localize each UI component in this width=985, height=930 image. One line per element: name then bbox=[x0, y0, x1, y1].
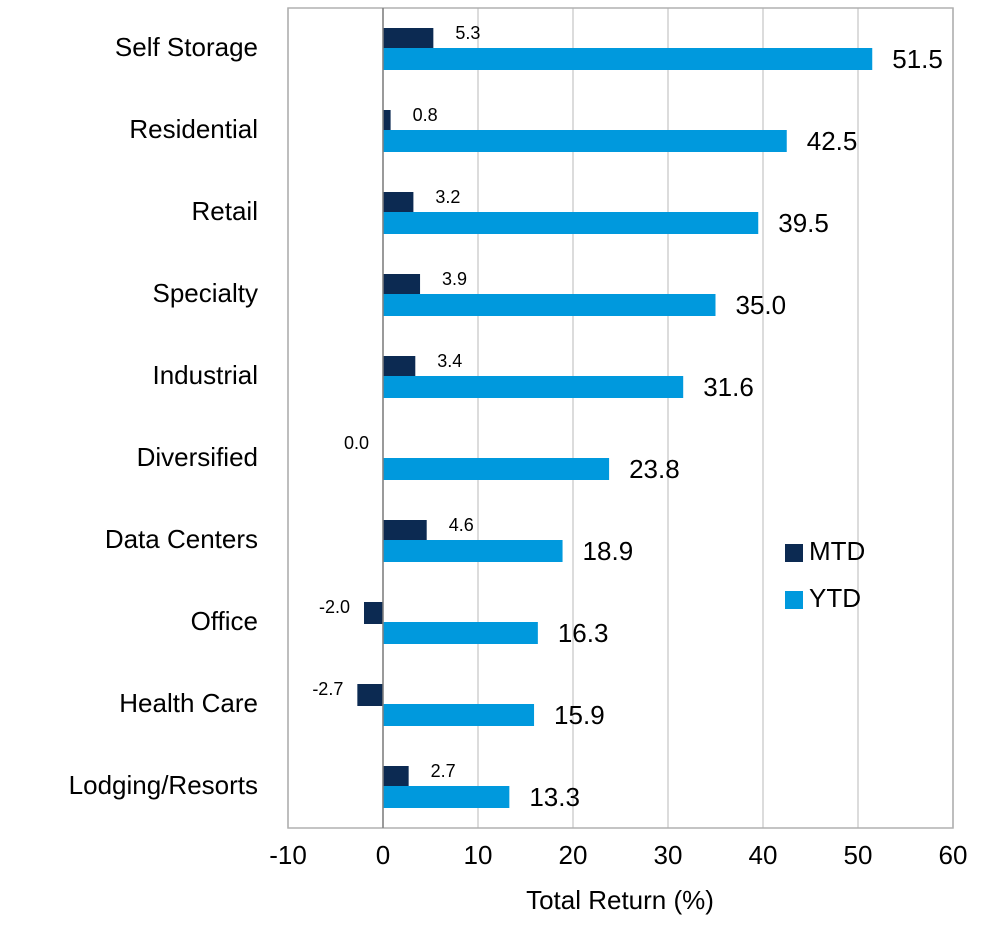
y-tick-label: Health Care bbox=[119, 688, 258, 718]
y-tick-label: Diversified bbox=[137, 442, 258, 472]
bar bbox=[383, 28, 433, 50]
data-label: 39.5 bbox=[778, 208, 829, 238]
legend-label: MTD bbox=[809, 536, 865, 566]
y-tick-label: Retail bbox=[192, 196, 258, 226]
data-label: -2.0 bbox=[319, 597, 350, 617]
data-label: -2.7 bbox=[312, 679, 343, 699]
bar bbox=[383, 274, 420, 296]
bar bbox=[364, 602, 383, 624]
bar bbox=[383, 458, 609, 480]
data-label: 3.9 bbox=[442, 269, 467, 289]
bar bbox=[383, 622, 538, 644]
data-label: 42.5 bbox=[807, 126, 858, 156]
x-tick-label: 60 bbox=[939, 840, 968, 870]
data-label: 0.8 bbox=[413, 105, 438, 125]
x-tick-label: 40 bbox=[749, 840, 778, 870]
data-label: 4.6 bbox=[449, 515, 474, 535]
data-label: 16.3 bbox=[558, 618, 609, 648]
data-label: 51.5 bbox=[892, 44, 943, 74]
bar bbox=[383, 766, 409, 788]
y-tick-label: Residential bbox=[129, 114, 258, 144]
y-tick-label: Specialty bbox=[153, 278, 259, 308]
bar bbox=[357, 684, 383, 706]
x-tick-label: 30 bbox=[654, 840, 683, 870]
bar bbox=[383, 356, 415, 378]
x-tick-label: 0 bbox=[376, 840, 390, 870]
x-tick-label: 50 bbox=[844, 840, 873, 870]
y-tick-label: Lodging/Resorts bbox=[69, 770, 258, 800]
y-tick-label: Self Storage bbox=[115, 32, 258, 62]
data-label: 5.3 bbox=[455, 23, 480, 43]
data-label: 0.0 bbox=[344, 433, 369, 453]
bar bbox=[383, 110, 391, 132]
x-tick-label: -10 bbox=[269, 840, 307, 870]
data-label: 18.9 bbox=[583, 536, 634, 566]
bar bbox=[383, 704, 534, 726]
bar bbox=[383, 212, 758, 234]
data-label: 13.3 bbox=[529, 782, 580, 812]
x-axis-title: Total Return (%) bbox=[526, 885, 714, 915]
x-tick-label: 10 bbox=[464, 840, 493, 870]
bar bbox=[383, 376, 683, 398]
bar bbox=[383, 294, 716, 316]
data-label: 23.8 bbox=[629, 454, 680, 484]
bar bbox=[383, 520, 427, 542]
data-label: 2.7 bbox=[431, 761, 456, 781]
bar bbox=[383, 540, 563, 562]
x-tick-label: 20 bbox=[559, 840, 588, 870]
bar bbox=[383, 48, 872, 70]
y-tick-label: Data Centers bbox=[105, 524, 258, 554]
data-label: 35.0 bbox=[736, 290, 787, 320]
data-label: 15.9 bbox=[554, 700, 605, 730]
data-label: 3.2 bbox=[435, 187, 460, 207]
y-tick-label: Office bbox=[191, 606, 258, 636]
legend-label: YTD bbox=[809, 583, 861, 613]
y-tick-label: Industrial bbox=[153, 360, 259, 390]
bar bbox=[383, 786, 509, 808]
data-label: 31.6 bbox=[703, 372, 754, 402]
data-label: 3.4 bbox=[437, 351, 462, 371]
legend-swatch bbox=[785, 591, 803, 609]
bar bbox=[383, 192, 413, 214]
bar bbox=[383, 130, 787, 152]
legend-swatch bbox=[785, 544, 803, 562]
